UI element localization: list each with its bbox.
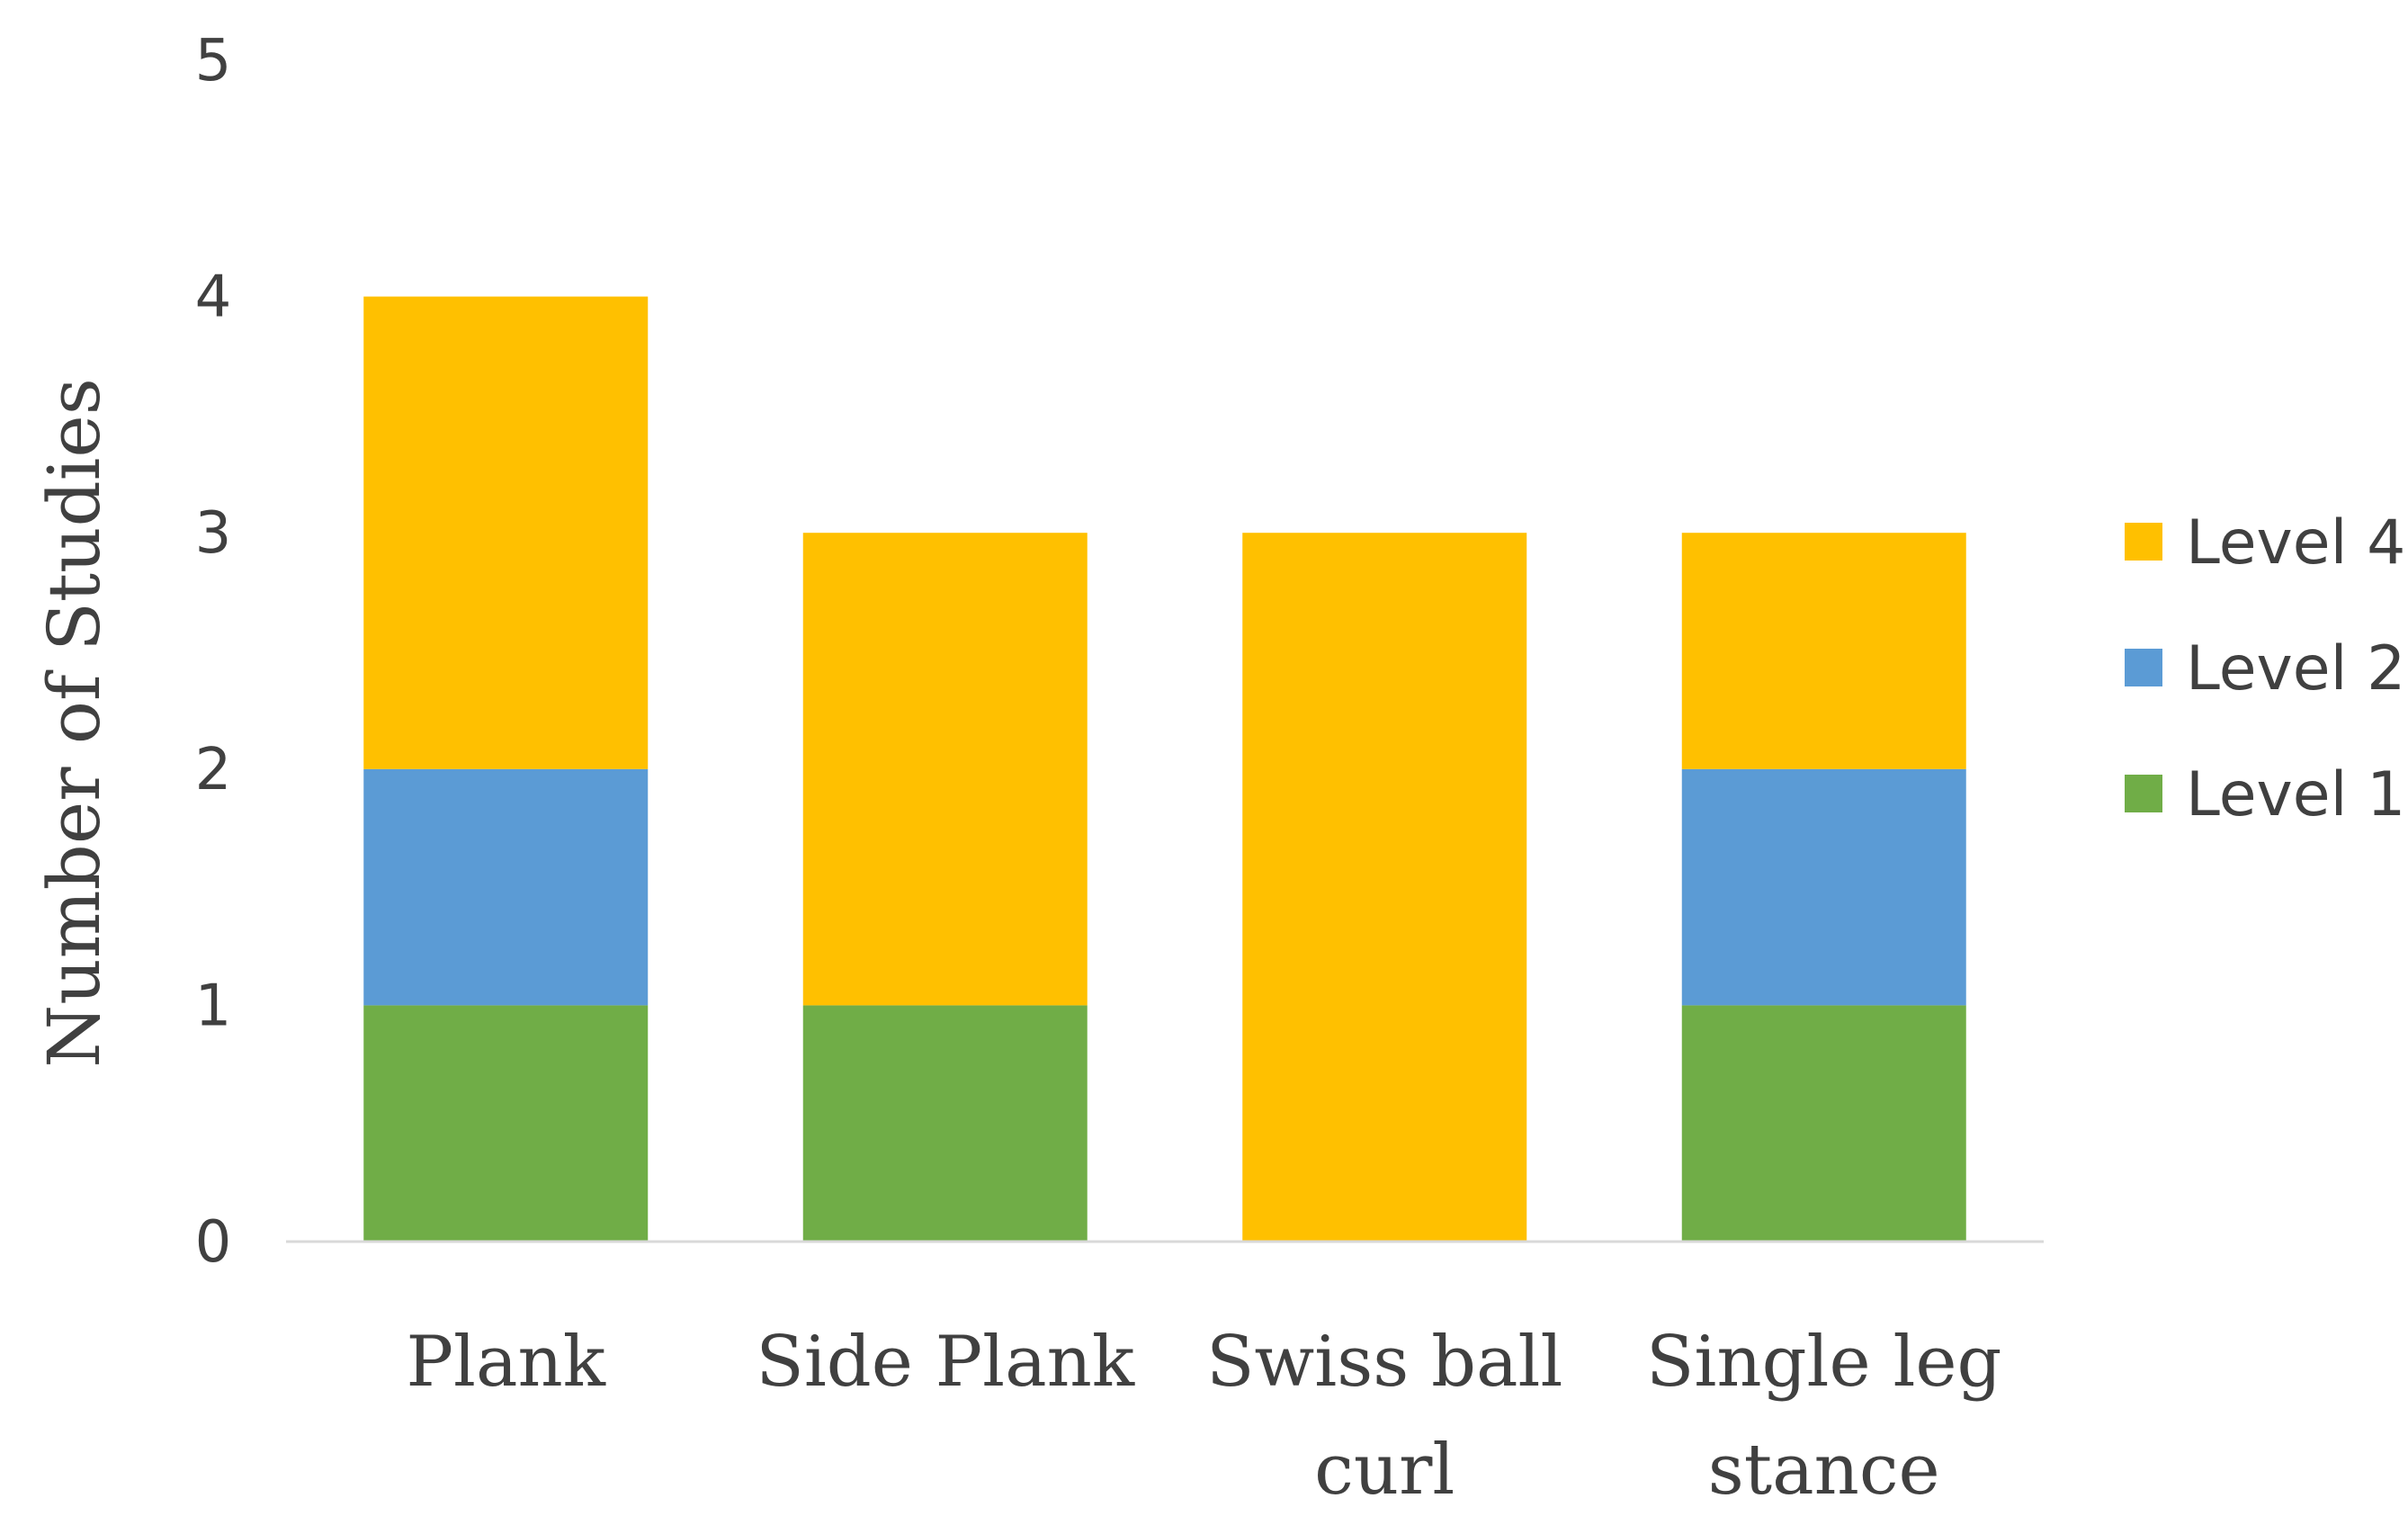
x-tick-label: Swiss ball xyxy=(1206,1322,1562,1403)
legend-swatch xyxy=(2125,649,2162,686)
legend-swatch xyxy=(2125,775,2162,812)
legend-label: Level 2 xyxy=(2186,633,2405,704)
bar-segment-level-1 xyxy=(363,1005,649,1242)
legend-swatch xyxy=(2125,523,2162,561)
bars xyxy=(363,296,1966,1242)
y-axis-ticks: 0 1 2 3 4 5 xyxy=(195,28,232,1276)
bar-segment-level-2 xyxy=(1681,768,1966,1006)
x-axis-labels: Plank Side Plank Swiss ball curl Single leg s… xyxy=(407,1322,2002,1511)
bar-segment-level-4 xyxy=(802,533,1088,1006)
x-tick-label: stance xyxy=(1708,1430,1940,1511)
bar-segment-level-1 xyxy=(802,1005,1088,1242)
y-tick-label: 0 xyxy=(195,1209,232,1276)
x-tick-label: curl xyxy=(1314,1430,1455,1511)
y-axis-title: Number of Studies xyxy=(32,378,116,1067)
y-tick-label: 5 xyxy=(195,28,232,94)
legend: Level 4 Level 2 Level 1 xyxy=(2125,507,2405,830)
legend-label: Level 1 xyxy=(2186,759,2405,830)
legend-label: Level 4 xyxy=(2186,507,2405,579)
bar-segment-level-1 xyxy=(1681,1005,1966,1242)
x-tick-label: Side Plank xyxy=(756,1322,1134,1403)
x-tick-label: Single leg xyxy=(1646,1322,2001,1403)
bar-segment-level-4 xyxy=(1681,533,1966,769)
bar-segment-level-2 xyxy=(363,768,649,1006)
y-tick-label: 2 xyxy=(195,737,232,803)
bar-segment-level-4 xyxy=(363,296,649,769)
y-tick-label: 3 xyxy=(195,500,232,567)
bar-segment-level-4 xyxy=(1242,533,1527,1242)
x-tick-label: Plank xyxy=(407,1322,606,1403)
y-tick-label: 4 xyxy=(195,265,232,331)
y-tick-label: 1 xyxy=(195,973,232,1039)
